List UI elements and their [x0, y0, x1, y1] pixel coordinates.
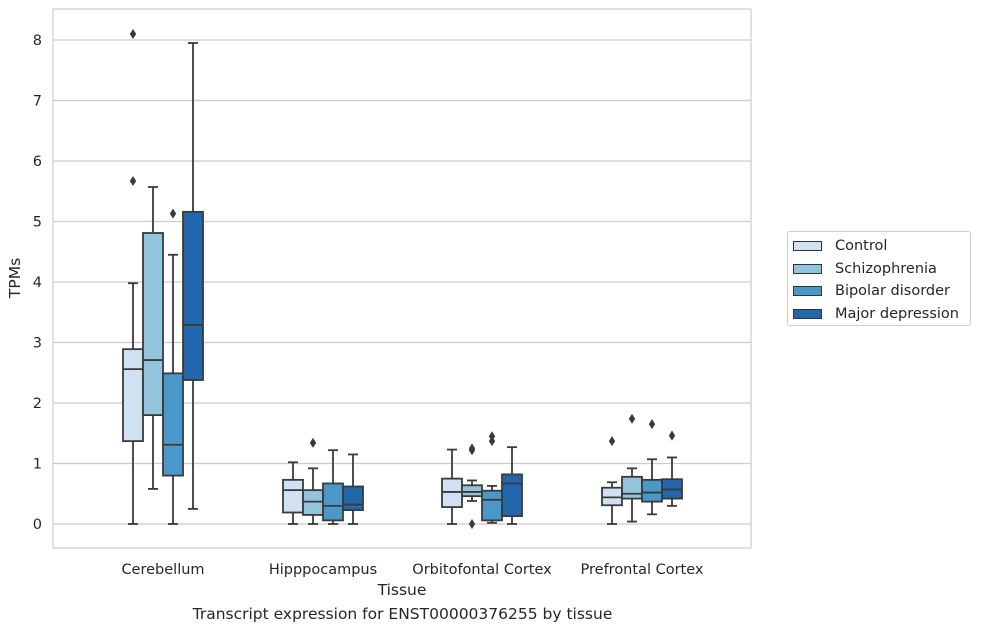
box-iqr — [342, 485, 364, 511]
x-tick-label: Prefrontal Cortex — [581, 562, 704, 578]
box-bipolar-disorder — [481, 431, 503, 524]
outlier-point — [468, 519, 476, 529]
outlier-point — [309, 437, 317, 448]
outlier-point — [648, 419, 656, 430]
legend-swatch — [793, 241, 822, 251]
box-control — [441, 448, 463, 525]
box-iqr — [142, 232, 164, 416]
y-tick-label: 0 — [33, 517, 42, 533]
box-schizophrenia — [621, 413, 643, 523]
box-schizophrenia — [142, 186, 164, 490]
legend-item: Bipolar disorder — [793, 281, 950, 301]
legend-swatch — [793, 286, 822, 296]
box-iqr — [461, 484, 483, 498]
boxes — [122, 28, 683, 529]
legend-item: Schizophrenia — [793, 259, 937, 279]
box-iqr — [481, 489, 503, 522]
box-schizophrenia — [461, 443, 483, 529]
box-iqr — [501, 473, 523, 518]
box-iqr — [122, 348, 144, 443]
y-tick-label: 7 — [33, 94, 42, 110]
y-tick-label: 5 — [33, 215, 42, 231]
outlier-point — [169, 208, 177, 219]
box-major-depression — [661, 430, 683, 507]
outlier-point — [129, 28, 137, 39]
chart-caption: Transcript expression for ENST0000037625… — [192, 605, 613, 623]
legend: Control Schizophrenia Bipolar disorder Majo… — [787, 231, 971, 326]
legend-label: Control — [835, 238, 888, 254]
legend-item: Major depression — [793, 304, 959, 324]
outlier-point — [608, 436, 616, 447]
legend-swatch — [793, 308, 822, 319]
box-iqr — [641, 478, 663, 503]
y-tick-label: 8 — [33, 33, 42, 49]
box-bipolar-disorder — [162, 208, 184, 525]
outlier-point — [129, 175, 137, 186]
y-tick-label: 6 — [33, 154, 42, 170]
box-major-depression — [342, 453, 364, 525]
outlier-point — [468, 443, 476, 454]
y-tick-label: 1 — [33, 457, 42, 473]
y-tick-label: 4 — [33, 275, 42, 291]
x-axis-ticks: Cerebellum Hipppocampus Orbitofontal Corte… — [121, 562, 703, 578]
y-axis-label: TPMs — [6, 258, 24, 299]
box-control — [282, 461, 304, 525]
legend-swatch — [793, 263, 822, 274]
legend-label: Bipolar disorder — [835, 283, 950, 299]
legend-label: Schizophrenia — [835, 260, 937, 277]
box-iqr — [182, 210, 204, 381]
x-tick-label: Orbitofontal Cortex — [412, 562, 552, 578]
box-bipolar-disorder — [641, 419, 663, 516]
y-axis-ticks: 0 1 2 3 4 5 6 7 8 — [33, 33, 42, 533]
box-major-depression — [501, 446, 523, 525]
y-tick-label: 2 — [33, 396, 42, 412]
box-iqr — [282, 478, 304, 514]
y-tick-label: 3 — [33, 336, 42, 352]
box-control — [122, 28, 144, 525]
x-axis-label: Tissue — [377, 581, 427, 599]
outlier-point — [668, 430, 676, 441]
legend-item: Control — [793, 236, 887, 256]
x-tick-label: Hipppocampus — [269, 562, 377, 578]
legend-label: Major depression — [835, 305, 959, 322]
box-iqr — [601, 486, 623, 507]
x-tick-label: Cerebellum — [121, 562, 204, 578]
outlier-point — [628, 413, 636, 424]
box-iqr — [441, 477, 463, 508]
box-major-depression — [182, 42, 204, 510]
box-iqr — [302, 489, 324, 516]
box-iqr — [621, 475, 643, 500]
outlier-point — [488, 431, 496, 442]
box-iqr — [162, 372, 184, 477]
box-iqr — [322, 482, 344, 522]
